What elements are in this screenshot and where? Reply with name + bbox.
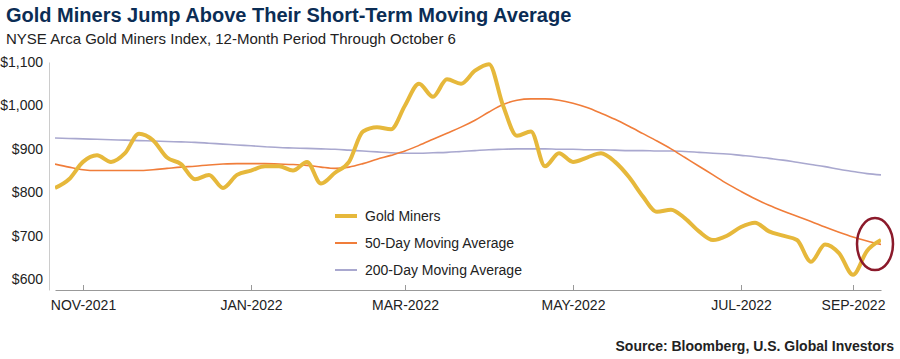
lines — [55, 64, 881, 275]
source: Source: Bloomberg, U.S. Global Investors — [616, 338, 895, 354]
y-tick: $700 — [12, 228, 49, 244]
y-tick-label: $600 — [12, 271, 43, 287]
legend-swatch — [335, 269, 357, 271]
y-tick: $1,000 — [0, 97, 49, 113]
x-tick-mark — [853, 285, 854, 290]
legend: Gold Miners 50-Day Moving Average 200-Day … — [335, 208, 522, 278]
y-tick: $800 — [12, 184, 49, 200]
y-tick-label: $900 — [12, 141, 43, 157]
y-tick-label: $1,000 — [0, 97, 43, 113]
x-tick: JUL-2022 — [711, 285, 772, 313]
series-line — [55, 138, 881, 175]
x-tick-mark — [405, 285, 406, 290]
x-tick-label: SEP-2022 — [822, 297, 886, 313]
x-axis-line — [56, 290, 882, 291]
subtitle: NYSE Arca Gold Miners Index, 12-Month Pe… — [6, 30, 456, 47]
series-line — [55, 64, 881, 275]
y-tick-label: $700 — [12, 228, 43, 244]
x-axis: NOV-2021 JAN-2022 MAR-2022 MAY-2022 JUL-2022… — [51, 285, 886, 313]
y-axis: $600 $700 $800 $900 $1,000 $1,100 — [0, 54, 49, 291]
x-tick-mark — [741, 285, 742, 290]
x-tick-label: NOV-2021 — [51, 297, 117, 313]
y-tick: $1,100 — [0, 54, 49, 70]
title: Gold Miners Jump Above Their Short-Term … — [6, 4, 571, 26]
legend-label: 50-Day Moving Average — [365, 235, 514, 251]
y-axis-line — [49, 63, 50, 291]
x-tick-label: JUL-2022 — [711, 297, 772, 313]
legend-item: Gold Miners — [335, 208, 440, 224]
y-tick-label: $800 — [12, 184, 43, 200]
x-tick-mark — [251, 285, 252, 290]
y-tick: $600 — [12, 271, 49, 287]
x-tick-label: MAY-2022 — [542, 297, 606, 313]
legend-label: Gold Miners — [365, 208, 440, 224]
legend-item: 50-Day Moving Average — [335, 235, 514, 251]
x-tick-label: JAN-2022 — [220, 297, 282, 313]
x-tick: MAR-2022 — [372, 285, 439, 313]
legend-swatch — [335, 242, 357, 244]
y-tick: $900 — [12, 141, 49, 157]
legend-label: 200-Day Moving Average — [365, 262, 522, 278]
x-tick: JAN-2022 — [220, 285, 282, 313]
y-tick-label: $1,100 — [0, 54, 43, 70]
x-tick-mark — [573, 285, 574, 290]
x-tick-label: MAR-2022 — [372, 297, 439, 313]
legend-item: 200-Day Moving Average — [335, 262, 522, 278]
legend-swatch — [335, 214, 357, 218]
chart: Gold Miners Jump Above Their Short-Term … — [0, 0, 900, 359]
x-tick: NOV-2021 — [51, 285, 117, 313]
x-tick-mark — [83, 285, 84, 290]
x-tick: MAY-2022 — [542, 285, 606, 313]
x-tick: SEP-2022 — [822, 285, 886, 313]
highlight-ellipse — [857, 218, 893, 270]
